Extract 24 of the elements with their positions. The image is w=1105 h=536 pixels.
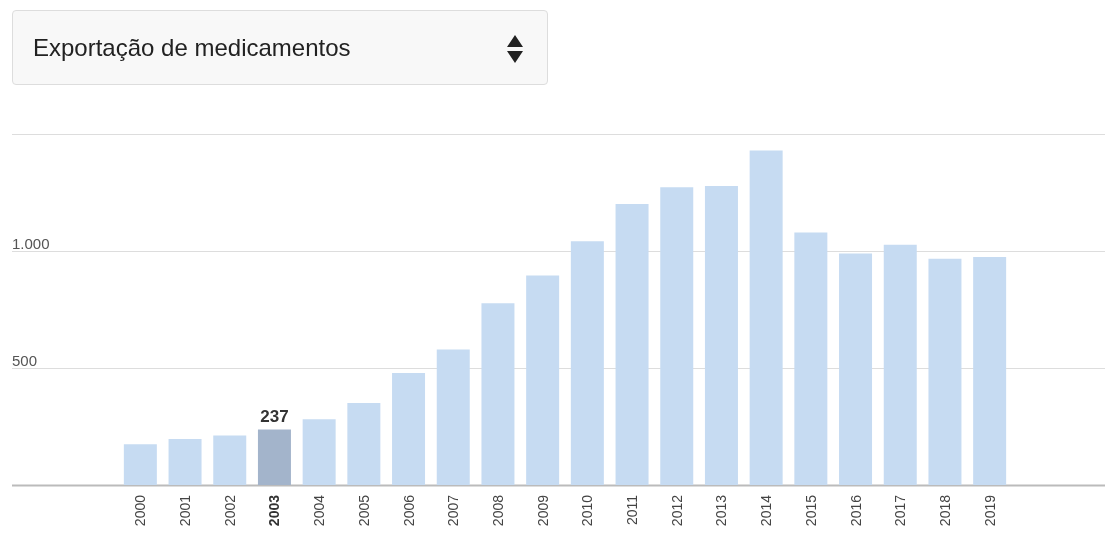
x-tick-label: 2002 bbox=[221, 494, 238, 527]
x-tick-label: 2014 bbox=[758, 494, 775, 527]
x-tick-label: 2005 bbox=[355, 494, 372, 527]
x-tick-label: 2008 bbox=[489, 494, 506, 527]
x-tick-label: 2017 bbox=[892, 494, 909, 527]
y-tick-label: 1.000 bbox=[12, 235, 50, 252]
x-tick-label: 2003 bbox=[266, 494, 283, 527]
x-tick-label: 2016 bbox=[847, 494, 864, 527]
x-tick-label: 2010 bbox=[579, 494, 596, 527]
x-tick-label: 2019 bbox=[981, 494, 998, 527]
x-tick-label: 2015 bbox=[802, 494, 819, 527]
data-label: 237 bbox=[260, 406, 289, 426]
x-tick-label: 2007 bbox=[445, 494, 462, 527]
y-tick-label: 500 bbox=[12, 352, 38, 369]
x-tick-label: 2000 bbox=[132, 494, 149, 527]
x-tick-label: 2001 bbox=[177, 494, 194, 527]
x-tick-label: 2012 bbox=[668, 494, 685, 527]
x-tick-label: 2006 bbox=[400, 494, 417, 527]
x-tick-label: 2013 bbox=[713, 494, 730, 527]
chart-subtitle: Exportação de medicamentos bbox=[33, 33, 351, 62]
x-tick-label: 2011 bbox=[624, 494, 641, 526]
x-tick-label: 2009 bbox=[534, 494, 551, 527]
x-tick-label: 2018 bbox=[936, 494, 953, 527]
x-tick-label: 2004 bbox=[311, 494, 328, 527]
